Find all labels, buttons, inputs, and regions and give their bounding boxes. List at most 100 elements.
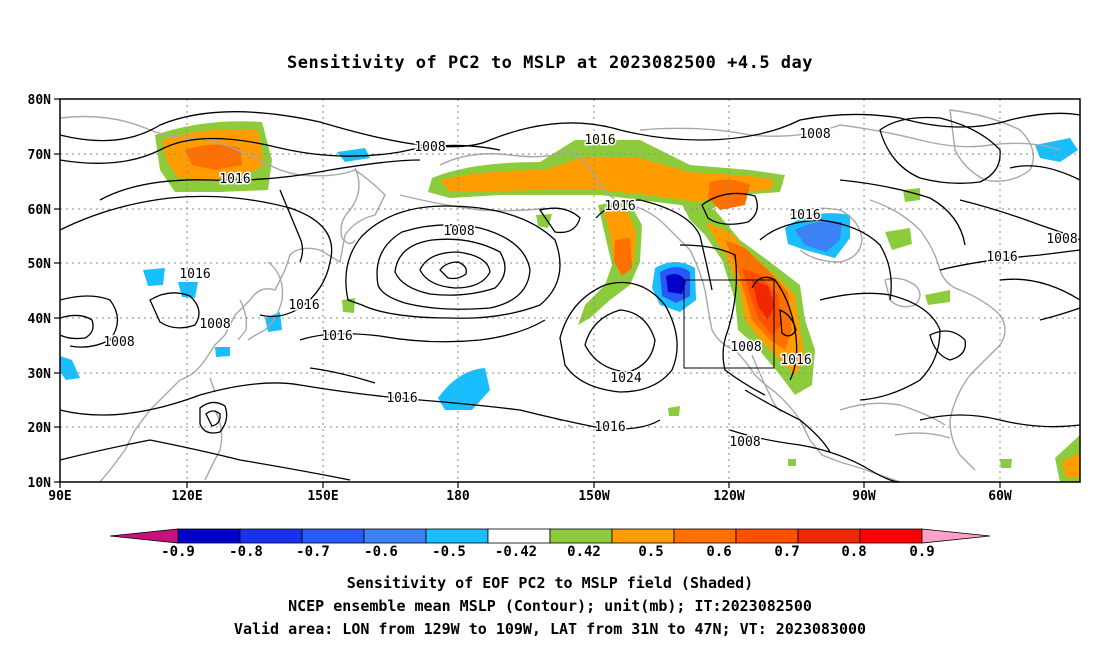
contour-line — [779, 308, 797, 337]
colorbar-label: 0.7 — [774, 544, 799, 560]
shade-cyan — [438, 368, 490, 410]
contour-line — [919, 414, 1081, 428]
contour-line — [299, 319, 546, 343]
colorbar-label: 0.8 — [841, 544, 866, 560]
colorbar-label: -0.5 — [432, 544, 466, 560]
shade-cyan — [60, 356, 80, 380]
contour-label: 1016 — [780, 353, 811, 368]
contour-line — [205, 410, 221, 427]
coastline-philippines — [204, 409, 223, 481]
contour-line — [59, 137, 501, 164]
contour-label: 1008 — [443, 224, 474, 239]
contour-line — [99, 159, 421, 201]
colorbar-swatch — [921, 528, 991, 544]
colorbar-swatches — [109, 528, 991, 544]
contour-line — [59, 111, 1081, 148]
caption-line-3: Valid area: LON from 129W to 109W, LAT f… — [234, 620, 866, 638]
coastline-north-america — [689, 249, 901, 483]
contour-line — [759, 219, 892, 301]
lon-label: 90E — [48, 489, 71, 504]
contour-label: 1016 — [986, 250, 1017, 265]
colorbar-label: -0.42 — [495, 544, 537, 560]
contour-line — [345, 205, 561, 319]
contour-line — [701, 192, 758, 225]
contour-line — [59, 314, 94, 340]
colorbar-swatch — [109, 528, 179, 544]
contour-line — [559, 281, 678, 393]
coastline-korea — [237, 299, 248, 341]
lat-label: 80N — [28, 93, 52, 108]
contour-label: 1008 — [799, 127, 830, 142]
lon-label: 60W — [988, 489, 1012, 504]
contour-label: 1008 — [199, 317, 230, 332]
axis-ticks — [54, 98, 1001, 488]
contour-label: 1008 — [730, 340, 761, 355]
lat-labels: 80N 70N 60N 50N 40N 30N 20N 10N — [28, 93, 52, 491]
map-panel: 1008 1016 1016 1016 1008 1016 1008 1016 … — [28, 93, 1081, 504]
colorbar-label: 0.42 — [567, 544, 601, 560]
coastline-labrador — [869, 199, 961, 291]
contour-label: 1016 — [986, 250, 1017, 265]
contour-line — [376, 224, 531, 310]
colorbar-label: -0.9 — [161, 544, 195, 560]
contour-line — [309, 367, 376, 384]
shade-green — [1000, 459, 1012, 468]
colorbar-label: 0.5 — [638, 544, 663, 560]
contour-line — [394, 238, 506, 296]
contour-line — [1009, 165, 1081, 181]
shade-dark-orange — [614, 238, 632, 276]
colorbar-swatch — [177, 528, 241, 544]
contour-label: 1008 — [799, 127, 830, 142]
lon-label: 120E — [171, 489, 202, 504]
lat-label: 40N — [28, 312, 52, 327]
lon-label: 180 — [446, 489, 470, 504]
contour-line — [999, 278, 1081, 301]
colorbar-label: -0.6 — [364, 544, 398, 560]
contour-line — [744, 389, 831, 453]
shade-cyan — [1035, 138, 1078, 162]
lat-label: 50N — [28, 257, 52, 272]
shade-red — [752, 280, 775, 320]
contour-line — [595, 199, 713, 291]
contour-line — [538, 207, 581, 234]
contour-label: 1016 — [584, 133, 615, 148]
coastline-hudson-bay — [789, 207, 863, 263]
contour-line — [959, 199, 1081, 241]
lon-labels: 90E 120E 150E 180 150W 120W 90W 60W — [48, 489, 1012, 504]
contour-label-group: 1008 1016 1016 1016 1008 1016 1008 1016 … — [102, 126, 1079, 452]
coastline-cuba — [894, 432, 951, 439]
contour-line — [149, 292, 200, 329]
contour-label: 1016 — [288, 298, 319, 313]
contour-label: 1016 — [321, 329, 352, 344]
colorbar-swatch — [859, 528, 923, 544]
caption-line-2: NCEP ensemble mean MSLP (Contour); unit(… — [288, 597, 812, 615]
shade-green — [536, 214, 552, 228]
contour-line — [729, 429, 901, 483]
contour-label: 1016 — [219, 172, 250, 187]
lon-label: 150E — [307, 489, 338, 504]
contour-line — [929, 330, 967, 361]
colorbar-label: -0.8 — [229, 544, 263, 560]
lon-label: 150W — [578, 489, 609, 504]
contour-line — [59, 195, 333, 318]
shade-navy — [666, 274, 686, 294]
coastline-taiwan — [209, 377, 216, 393]
contour-label: 1008 — [729, 435, 760, 450]
lat-label: 20N — [28, 421, 52, 436]
coastline-great-lakes — [884, 277, 921, 308]
shade-green — [885, 228, 912, 250]
shade-dark-orange — [185, 144, 242, 170]
contour-label: 1008 — [103, 335, 134, 350]
contour-line — [839, 179, 966, 246]
shade-green — [788, 459, 796, 466]
colorbar-swatch — [611, 528, 675, 544]
map-frame — [59, 98, 1081, 483]
contour-line — [939, 249, 1081, 271]
contour-label: 1016 — [789, 208, 820, 223]
shade-cyan — [143, 268, 165, 286]
coastline-greenland — [949, 109, 1034, 182]
valid-area-box — [683, 279, 775, 369]
coastline-arctic-canada — [639, 124, 1061, 151]
lat-label: 10N — [28, 476, 52, 491]
